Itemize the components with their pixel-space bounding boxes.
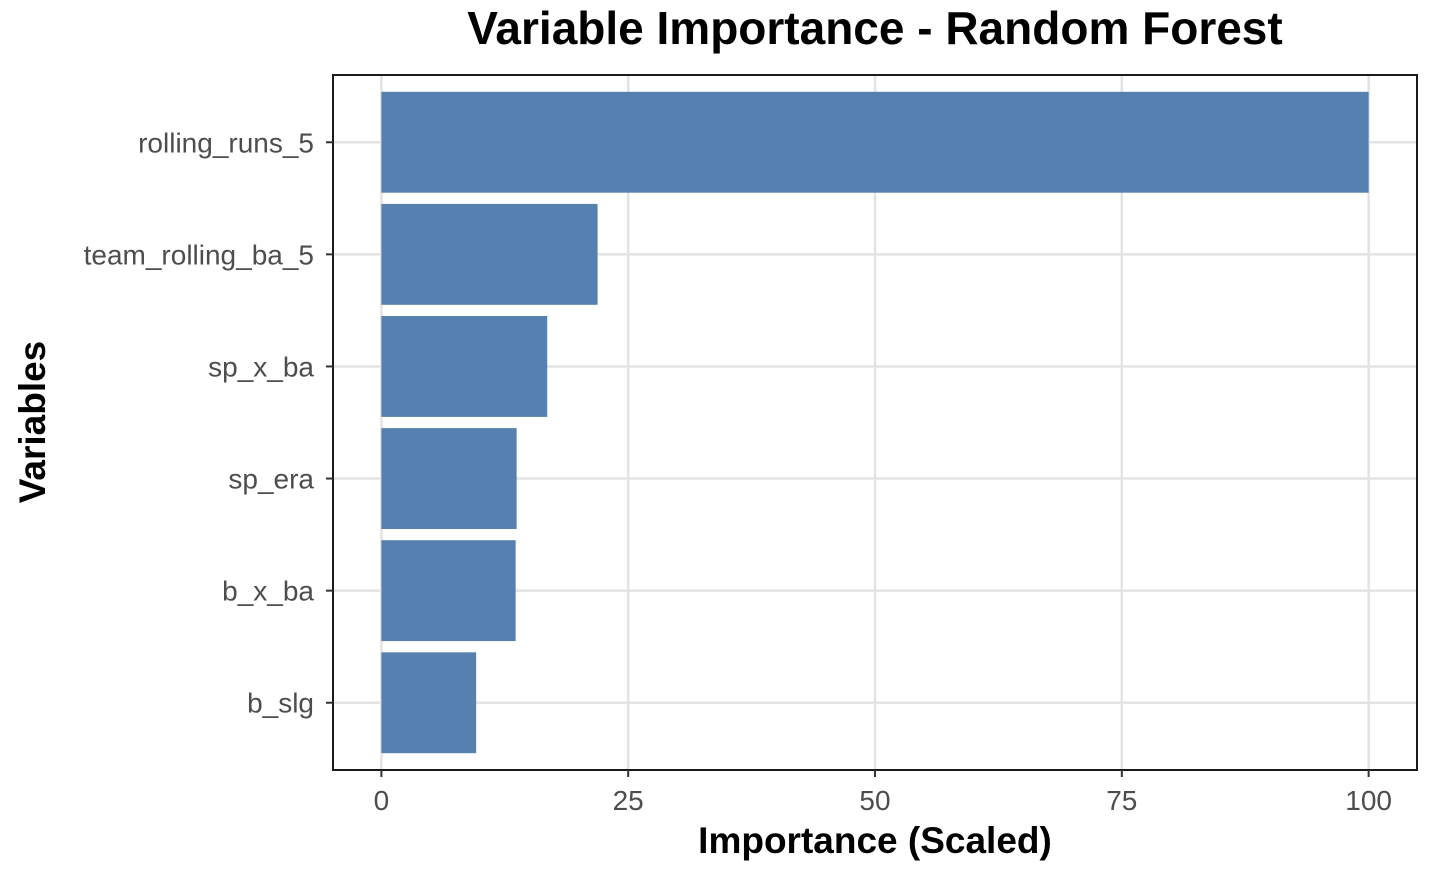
y-tick-label: sp_x_ba [208, 351, 314, 382]
x-axis-title: Importance (Scaled) [698, 820, 1052, 861]
x-axis-ticks: 0 25 50 75 100 [374, 770, 1392, 816]
y-axis-ticks: rolling_runs_5 team_rolling_ba_5 sp_x_basp… [84, 127, 333, 719]
y-tick-label: rolling_runs_5 [138, 127, 314, 158]
chart-title: Variable Importance - Random Forest [467, 2, 1282, 54]
x-tick-label: 0 [374, 785, 390, 816]
y-axis-title: Variables [12, 341, 53, 504]
bar-b-slg [381, 652, 477, 754]
x-tick-label: 100 [1345, 785, 1392, 816]
y-tick-label: team_rolling_ba_5 [84, 239, 314, 270]
bar-rolling-runs-5 [381, 91, 1369, 193]
bar-sp-era [381, 428, 517, 529]
x-tick-label: 25 [613, 785, 644, 816]
y-tick-label: b_slg [247, 688, 314, 719]
x-tick-label: 75 [1106, 785, 1137, 816]
y-tick-label: b_x_ba [222, 576, 314, 607]
x-tick-label: 50 [859, 785, 890, 816]
bar-b-x-ba [381, 540, 516, 642]
bar-team-rolling-ba-5 [381, 203, 598, 305]
bars [381, 91, 1369, 754]
y-tick-label: sp_era [228, 464, 314, 495]
bar-sp-x-ba [381, 316, 548, 417]
